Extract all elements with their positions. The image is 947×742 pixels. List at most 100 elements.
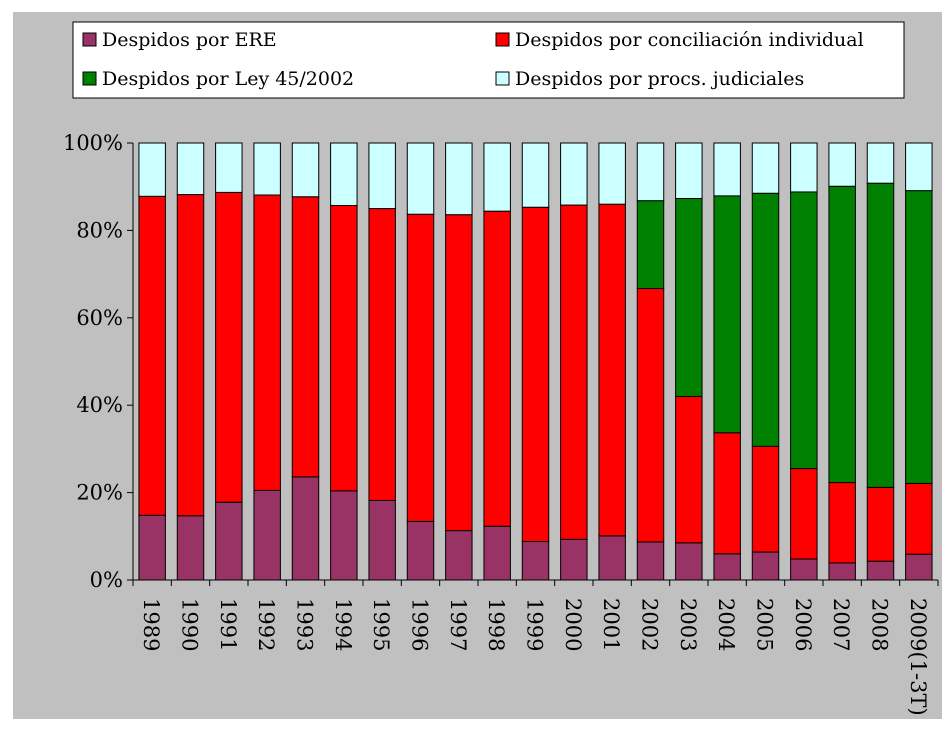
y-tick-label: 100% [63,131,123,155]
y-tick-label: 80% [76,218,123,242]
bar-segment [790,191,818,470]
bar-segment [675,197,703,397]
bar-segment [330,204,358,492]
x-tick-label: 2007 [829,598,853,651]
x-tick-label: 1999 [523,598,547,651]
bar-segment [790,142,818,193]
bar-segment [751,551,780,581]
y-tick-label: 20% [76,481,123,505]
bar-segment [905,190,933,484]
legend-box [72,21,905,99]
x-tick-label: 1992 [254,598,278,651]
bar-segment [445,142,473,216]
x-tick-label: 1998 [484,598,508,651]
legend-swatch [82,71,97,86]
bar-segment [866,142,895,184]
x-tick-label: 2006 [791,598,815,651]
bar-segment [751,445,780,553]
bar-segment [445,530,473,581]
bar-segment [560,142,588,206]
x-tick-label: 1990 [178,598,202,651]
bar-segment [598,535,626,581]
bar-segment [828,482,856,564]
bar-segment [368,208,396,501]
x-tick-label: 1997 [446,598,470,651]
legend-label: Despidos por ERE [102,29,277,51]
x-tick-label: 2001 [599,598,623,651]
x-tick-label: 2005 [753,598,777,651]
bar-segment [713,553,741,581]
bar-segment [790,468,818,560]
x-tick-label: 2000 [561,598,585,651]
bar-segment [215,142,243,193]
bar-segment [445,214,473,532]
bar-segment [368,499,396,581]
bar-segment [291,196,320,478]
bar-segment [675,542,703,581]
bar-segment [866,182,895,488]
bar-segment [598,142,626,205]
bar-segment [521,142,550,208]
bar-segment [215,501,243,581]
legend: Despidos por ERE Despidos por conciliació… [72,21,905,99]
bar-segment [905,553,933,581]
y-tick-label: 60% [76,306,123,330]
bar-segment [330,490,358,581]
bar-segment [215,191,243,503]
bar-segment [253,142,281,196]
bar-segment [176,194,205,517]
bar-segment [866,560,895,581]
bar-segment [138,142,166,197]
legend-swatch [495,32,510,47]
bar-segment [483,525,511,581]
bar-segment [521,206,550,543]
legend-swatch [82,32,97,47]
x-tick-label: 2004 [714,598,738,651]
bar-segment [598,203,626,537]
legend-swatch [495,71,510,86]
bar-segment [368,142,396,210]
bar-segment [636,541,665,581]
bar-segment [253,489,281,581]
bar-segment [751,142,780,194]
bar-segment [905,482,933,555]
x-tick-label: 1993 [293,598,317,651]
bar-segment [406,520,435,581]
x-tick-label: 2003 [676,598,700,651]
bar-segment [291,142,320,198]
x-tick-label: 1995 [369,598,393,651]
bar-segment [675,395,703,544]
bar-segment [866,486,895,562]
bar-segment [751,192,780,447]
bar-segment [483,142,511,212]
x-tick-label: 1991 [216,598,240,651]
bar-segment [636,288,665,543]
y-tick-label: 40% [76,393,123,417]
bar-segment [713,195,741,434]
bar-segment [483,210,511,527]
bar-segment [138,514,166,581]
bar-segment [675,142,703,199]
bar-segment [138,195,166,516]
bar-segment [905,142,933,192]
bar-segment [176,142,205,196]
bars-group [138,142,933,581]
x-tick-label: 2009(1-3T) [906,598,930,716]
legend-label: Despidos por procs. judiciales [515,68,804,90]
bar-segment [828,142,856,187]
bar-segment [521,541,550,581]
bar-segment [406,213,435,522]
x-tick-label: 1989 [139,598,163,651]
legend-label: Despidos por Ley 45/2002 [102,68,354,90]
chart-background [13,12,942,719]
bar-segment [828,562,856,581]
x-tick-label: 2008 [868,598,892,651]
bar-segment [560,204,588,540]
bar-segment [790,558,818,581]
bar-segment [330,142,358,206]
legend-label: Despidos por conciliación individual [515,29,864,51]
bar-segment [176,515,205,581]
bar-segment [291,476,320,581]
